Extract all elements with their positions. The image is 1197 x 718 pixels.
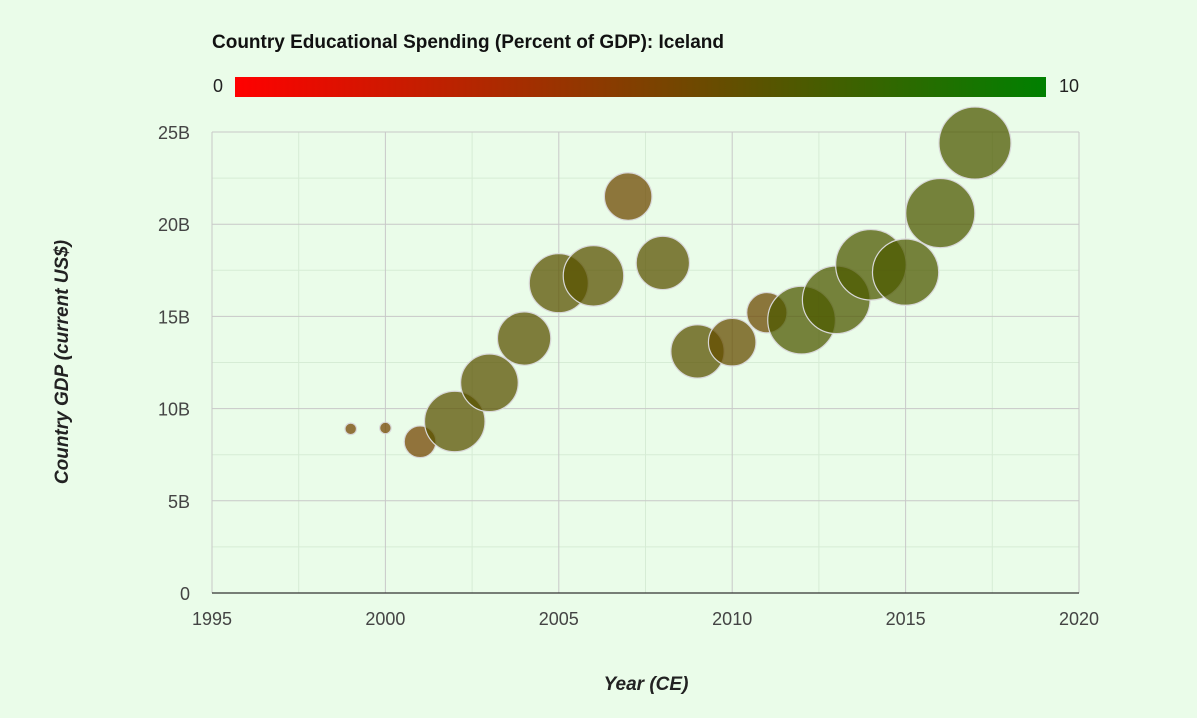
- y-tick-label: 20B: [158, 215, 190, 235]
- bubble-point[interactable]: [379, 421, 392, 435]
- bubble-point[interactable]: [707, 317, 757, 367]
- x-tick-label: 1995: [192, 609, 232, 629]
- y-tick-labels: 0 5B 10B 15B 20B 25B: [158, 123, 190, 604]
- x-axis-title: Year (CE): [604, 674, 689, 695]
- bubble-point[interactable]: [938, 106, 1012, 180]
- bubble-point[interactable]: [635, 235, 691, 291]
- bubble-point[interactable]: [905, 177, 976, 249]
- bubble-point[interactable]: [562, 244, 625, 307]
- bubbles: [344, 106, 1012, 459]
- bubble-point[interactable]: [423, 390, 486, 453]
- y-axis-title: Country GDP (current US$): [52, 240, 73, 484]
- bubble-point[interactable]: [344, 422, 358, 436]
- y-tick-label: 10B: [158, 400, 190, 420]
- chart-title: Country Educational Spending (Percent of…: [212, 32, 724, 53]
- y-tick-label: 25B: [158, 123, 190, 143]
- x-tick-label: 2015: [886, 609, 926, 629]
- bubble-point[interactable]: [603, 172, 653, 221]
- x-tick-label: 2020: [1059, 609, 1099, 629]
- colorbar-min-label: 0: [213, 76, 223, 96]
- colorbar: [235, 77, 1046, 97]
- bubble-point[interactable]: [496, 311, 552, 366]
- x-tick-labels: 1995 2000 2005 2010 2015 2020: [192, 609, 1099, 629]
- y-tick-label: 0: [180, 584, 190, 604]
- bubble-point[interactable]: [871, 238, 940, 306]
- x-tick-label: 2010: [712, 609, 752, 629]
- bubble-point[interactable]: [460, 353, 519, 413]
- x-tick-label: 2000: [365, 609, 405, 629]
- x-tick-label: 2005: [539, 609, 579, 629]
- y-tick-label: 15B: [158, 307, 190, 327]
- y-tick-label: 5B: [168, 492, 190, 512]
- colorbar-max-label: 10: [1059, 76, 1079, 96]
